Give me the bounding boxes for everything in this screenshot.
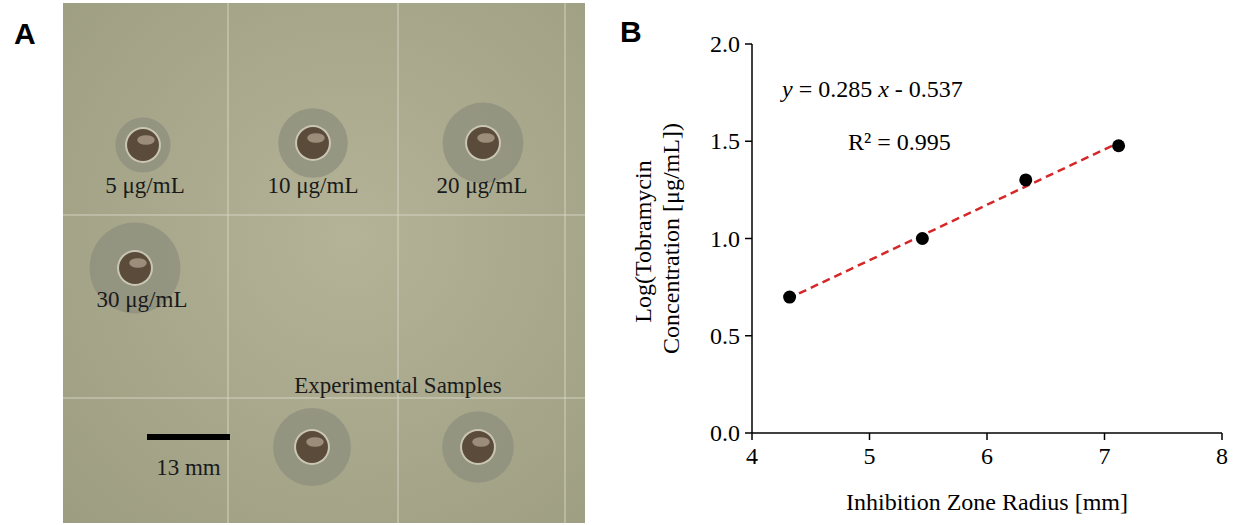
- y-tick: [745, 43, 752, 45]
- annotation-part: =: [799, 76, 813, 102]
- well: [462, 431, 494, 463]
- annotation: y = 0.285 x - 0.537: [780, 76, 963, 102]
- x-tick: [1104, 433, 1106, 440]
- well-rim: [295, 125, 331, 161]
- y-tick-label: 0.5: [710, 323, 740, 349]
- well-rim: [465, 125, 501, 161]
- well-rim: [460, 429, 496, 465]
- plot-data: [783, 139, 1125, 303]
- panel-letter: B: [620, 15, 642, 48]
- y-axis-title: Log(Tobramycin Concentration [μg/mL]): [630, 123, 684, 354]
- well: [296, 431, 328, 463]
- y-tick: [745, 238, 752, 240]
- well: [127, 129, 159, 161]
- annotation-part: =: [877, 129, 891, 155]
- well-highlight: [137, 135, 155, 145]
- well-highlight: [306, 437, 324, 447]
- inhibition-zone: [443, 103, 524, 184]
- annotation-part: y: [780, 76, 793, 102]
- well-label: 10 μg/mL: [268, 173, 359, 198]
- y-axis-title-line: Concentration [μg/mL]): [658, 123, 684, 354]
- inhibition-zone: [273, 408, 351, 486]
- figure: 5 μg/mL 10 μg/mL 20 μg/mL 30 μg/mL Experimen…: [0, 0, 1245, 525]
- y-tick: [745, 141, 752, 143]
- well-highlight: [129, 258, 147, 268]
- well-rim: [117, 250, 153, 286]
- y-tick-label: 0.0: [710, 420, 740, 446]
- annotation-part: x: [877, 76, 889, 102]
- plate-grid-line: [397, 3, 399, 523]
- data-point: [1112, 139, 1125, 152]
- y-tick: [745, 432, 752, 434]
- x-tick-label: 4: [746, 443, 758, 469]
- annotation-part: 0.995: [897, 129, 951, 155]
- well: [297, 127, 329, 159]
- well-label: 20 μg/mL: [437, 173, 528, 198]
- fit-line: [787, 141, 1122, 299]
- inhibition-zone: [442, 411, 514, 483]
- well-highlight: [472, 437, 490, 447]
- annotation-part: -: [895, 76, 903, 102]
- y-tick-label: 1.5: [710, 128, 740, 154]
- plate-grid-line: [564, 3, 566, 523]
- well-rim: [294, 429, 330, 465]
- panel-b: B 4 5 6 7 8 0.0 0.5 1.0 1.5 2.0 Inhibition Zone Rad…: [620, 15, 1228, 515]
- y-axis-title-line: Log(Tobramycin: [630, 160, 656, 322]
- panel-letter: A: [14, 17, 36, 50]
- well: [467, 127, 499, 159]
- x-tick: [1221, 433, 1223, 440]
- x-tick-label: 5: [864, 443, 876, 469]
- x-tick-label: 7: [1099, 443, 1111, 469]
- samples-label: Experimental Samples: [294, 373, 502, 398]
- well-label: 30 μg/mL: [97, 287, 188, 312]
- data-point: [1019, 173, 1032, 186]
- inhibition-zone: [278, 108, 348, 178]
- annotation-part: 0.285: [818, 76, 872, 102]
- x-tick: [869, 433, 871, 440]
- x-tick-label: 6: [981, 443, 993, 469]
- plate-grid-line: [63, 214, 585, 216]
- plate-grid-line: [227, 3, 229, 523]
- x-tick: [986, 433, 988, 440]
- y-tick-label: 1.0: [710, 226, 740, 252]
- annotation-part: 0.537: [909, 76, 963, 102]
- y-tick: [745, 335, 752, 337]
- well-label: 5 μg/mL: [105, 173, 184, 198]
- x-tick: [751, 433, 753, 440]
- y-tick-label: 2.0: [710, 31, 740, 57]
- well-rim: [125, 127, 161, 163]
- x-axis-title: Inhibition Zone Radius [mm]: [846, 489, 1128, 515]
- panel-a: 5 μg/mL 10 μg/mL 20 μg/mL 30 μg/mL Experimen…: [63, 3, 585, 523]
- well: [119, 252, 151, 284]
- x-tick-label: 8: [1216, 443, 1228, 469]
- data-point: [783, 291, 796, 304]
- plate-background: [63, 3, 585, 523]
- data-point: [916, 232, 929, 245]
- scale-bar-label: 13 mm: [156, 455, 221, 480]
- inhibition-zone: [115, 117, 170, 172]
- well-highlight: [307, 133, 325, 143]
- scale-bar: [147, 434, 230, 440]
- annotation-part: R²: [848, 129, 871, 155]
- annotation: R² = 0.995: [848, 129, 951, 155]
- well-highlight: [477, 133, 495, 143]
